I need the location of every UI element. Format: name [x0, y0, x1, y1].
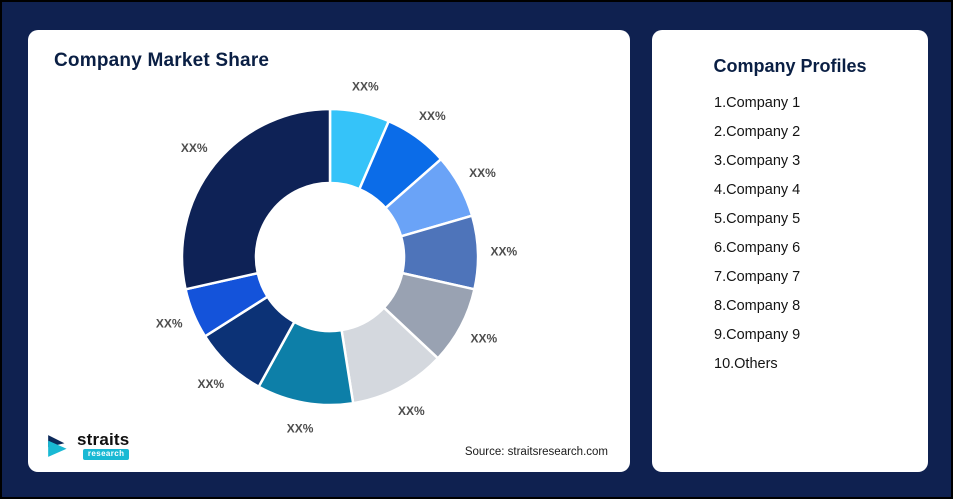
logo-name: straits: [77, 430, 130, 449]
market-share-card: Company Market Share XX% XX% XX% XX% XX% XX% X…: [28, 30, 630, 472]
source-attribution: Source: straitsresearch.com: [464, 446, 608, 458]
straits-logo-icon: [48, 434, 67, 457]
slice-label: XX%: [156, 317, 183, 331]
slice-label: XX%: [419, 109, 446, 123]
logo-tagline: research: [82, 449, 130, 460]
straits-research-logo: straits research: [46, 430, 130, 460]
slice-label: XX%: [491, 245, 518, 259]
market-share-donut: XX% XX% XX% XX% XX% XX% XX% XX% XX% XX%: [156, 80, 518, 436]
slice-label: XX%: [398, 404, 425, 418]
chart-title: Company Market Share: [54, 50, 270, 71]
list-item: 1.Company 1: [714, 95, 801, 111]
list-item: 10.Others: [714, 356, 778, 372]
company-profiles-card: Company Profiles 1.Company 1 2.Company 2…: [652, 30, 928, 472]
slice-label: XX%: [352, 80, 379, 94]
list-item: 6.Company 6: [714, 240, 801, 256]
slice-label: XX%: [470, 331, 497, 345]
slice-label: XX%: [198, 377, 225, 391]
list-item: 4.Company 4: [714, 182, 801, 198]
profiles-title: Company Profiles: [713, 56, 867, 76]
list-item: 9.Company 9: [714, 327, 801, 343]
logo-text: straits research: [77, 430, 130, 460]
slice-label: XX%: [181, 141, 208, 155]
list-item: 5.Company 5: [714, 211, 801, 227]
slice-label: XX%: [469, 166, 496, 180]
list-item: 8.Company 8: [714, 298, 801, 314]
list-item: 3.Company 3: [714, 153, 801, 169]
list-item: 7.Company 7: [714, 269, 801, 285]
profiles-list: 1.Company 1 2.Company 2 3.Company 3 4.Co…: [714, 95, 928, 372]
donut-slice-10: [180, 107, 332, 291]
slice-label: XX%: [287, 421, 314, 435]
list-item: 2.Company 2: [714, 124, 801, 140]
